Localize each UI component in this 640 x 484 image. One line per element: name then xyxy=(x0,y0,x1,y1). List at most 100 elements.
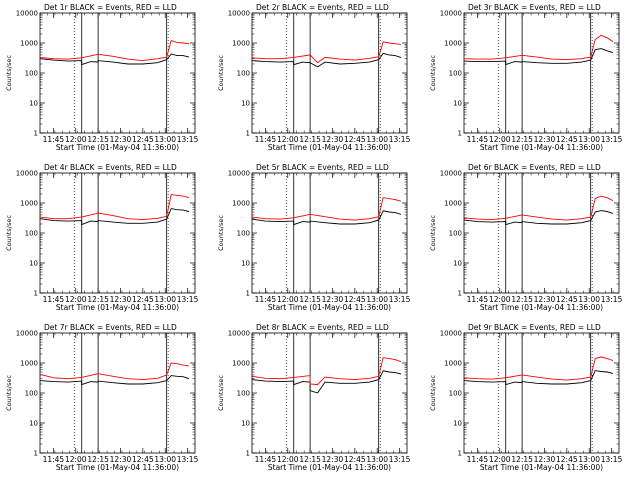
x-tick-label: 11:45 xyxy=(43,455,65,464)
y-tick-label: 100 xyxy=(237,390,250,398)
x-tick-label: 13:00 xyxy=(578,295,600,304)
events-series-line xyxy=(463,48,614,66)
y-tick-label: 100 xyxy=(25,390,38,398)
x-axis-label: Start Time (01-May-04 11:36:00) xyxy=(56,463,179,472)
x-tick-label: 12:00 xyxy=(277,455,299,464)
events-series-line xyxy=(39,208,190,226)
y-tick-label: 10000 xyxy=(228,10,250,18)
lld-series-line xyxy=(251,197,402,221)
x-tick-label: 12:15 xyxy=(299,135,321,144)
x-tick-label: 11:45 xyxy=(467,295,489,304)
x-tick-label: 12:45 xyxy=(556,455,578,464)
y-tick-label: 10 xyxy=(241,420,250,428)
y-tick-label: 10 xyxy=(29,260,38,268)
x-tick-label: 11:45 xyxy=(467,455,489,464)
x-tick-label: 13:00 xyxy=(154,455,176,464)
y-axis-label: Counts/sec xyxy=(429,55,437,91)
panel-title: Det 3r BLACK = Events, RED = LLD xyxy=(468,3,601,12)
x-axis-label: Start Time (01-May-04 11:36:00) xyxy=(268,463,391,472)
panel-title: Det 5r BLACK = Events, RED = LLD xyxy=(256,163,389,172)
events-series-line xyxy=(251,52,402,68)
x-tick-label: 13:00 xyxy=(366,295,388,304)
y-axis-label: Counts/sec xyxy=(429,375,437,411)
x-tick-label: 13:15 xyxy=(601,455,623,464)
x-tick-label: 12:00 xyxy=(277,295,299,304)
y-tick-label: 1 xyxy=(246,130,250,138)
lld-series-line xyxy=(39,40,190,62)
panel-title: Det 9r BLACK = Events, RED = LLD xyxy=(468,323,601,332)
x-tick-label: 13:15 xyxy=(177,455,199,464)
x-axis-label: Start Time (01-May-04 11:36:00) xyxy=(56,143,179,152)
y-axis-label: Counts/sec xyxy=(217,375,225,411)
x-tick-label: 12:30 xyxy=(534,295,556,304)
plot-frame xyxy=(463,172,620,294)
panel-det-9r: Det 9r BLACK = Events, RED = LLD 1 10 100 10… xyxy=(429,323,623,472)
y-axis-label: Counts/sec xyxy=(5,55,13,91)
lld-series-line xyxy=(251,41,402,64)
y-tick-label: 1000 xyxy=(232,360,250,368)
y-tick-label: 10000 xyxy=(228,170,250,178)
y-tick-label: 1 xyxy=(246,290,250,298)
plot-frame xyxy=(39,332,196,454)
y-tick-label: 1000 xyxy=(444,360,462,368)
plot-frame xyxy=(39,172,196,294)
y-tick-label: 10 xyxy=(29,420,38,428)
y-tick-label: 100 xyxy=(449,70,462,78)
x-axis-label: Start Time (01-May-04 11:36:00) xyxy=(480,303,603,312)
x-tick-label: 13:15 xyxy=(177,135,199,144)
x-axis-label: Start Time (01-May-04 11:36:00) xyxy=(268,303,391,312)
x-tick-label: 12:15 xyxy=(299,455,321,464)
y-tick-label: 1 xyxy=(246,450,250,458)
x-tick-label: 12:00 xyxy=(65,135,87,144)
y-tick-label: 100 xyxy=(449,230,462,238)
x-tick-label: 12:00 xyxy=(65,295,87,304)
panel-det-3r: Det 3r BLACK = Events, RED = LLD 1 10 100 10… xyxy=(429,3,623,152)
x-tick-label: 12:00 xyxy=(65,455,87,464)
x-tick-label: 12:00 xyxy=(489,135,511,144)
plot-frame xyxy=(463,12,620,134)
x-axis-label: Start Time (01-May-04 11:36:00) xyxy=(268,143,391,152)
x-tick-label: 13:00 xyxy=(154,135,176,144)
x-tick-label: 12:15 xyxy=(299,295,321,304)
x-tick-label: 11:45 xyxy=(43,295,65,304)
panel-det-7r: Det 7r BLACK = Events, RED = LLD 1 10 100 10… xyxy=(5,323,199,472)
x-axis-label: Start Time (01-May-04 11:36:00) xyxy=(56,303,179,312)
x-tick-label: 13:15 xyxy=(389,135,411,144)
y-tick-label: 1000 xyxy=(232,40,250,48)
x-tick-label: 12:15 xyxy=(511,455,533,464)
x-tick-label: 12:15 xyxy=(87,455,109,464)
y-tick-label: 1 xyxy=(458,290,462,298)
y-tick-label: 1000 xyxy=(444,40,462,48)
y-axis-label: Counts/sec xyxy=(5,215,13,251)
y-tick-label: 10 xyxy=(241,260,250,268)
y-tick-label: 1000 xyxy=(20,360,38,368)
y-tick-label: 100 xyxy=(237,230,250,238)
y-axis-label: Counts/sec xyxy=(217,55,225,91)
x-tick-label: 13:00 xyxy=(578,135,600,144)
x-tick-label: 12:45 xyxy=(132,135,154,144)
x-tick-label: 12:30 xyxy=(110,295,132,304)
y-tick-label: 1000 xyxy=(444,200,462,208)
x-tick-label: 12:00 xyxy=(489,295,511,304)
x-tick-label: 12:45 xyxy=(344,455,366,464)
x-tick-label: 13:15 xyxy=(601,295,623,304)
panel-title: Det 4r BLACK = Events, RED = LLD xyxy=(44,163,177,172)
lld-series-line xyxy=(463,356,614,381)
x-tick-label: 12:30 xyxy=(534,455,556,464)
lld-series-line xyxy=(463,195,614,221)
plot-frame xyxy=(463,332,620,454)
events-series-line xyxy=(251,370,402,394)
x-tick-label: 11:45 xyxy=(467,135,489,144)
events-series-line xyxy=(39,375,190,386)
panel-det-2r: Det 2r BLACK = Events, RED = LLD 1 10 100 10… xyxy=(217,3,411,152)
x-tick-label: 13:00 xyxy=(578,455,600,464)
y-tick-label: 10 xyxy=(241,100,250,108)
plot-frame xyxy=(251,172,408,294)
panel-title: Det 1r BLACK = Events, RED = LLD xyxy=(44,3,177,12)
y-tick-label: 1 xyxy=(34,450,38,458)
events-series-line xyxy=(251,210,402,226)
panel-title: Det 6r BLACK = Events, RED = LLD xyxy=(468,163,601,172)
y-tick-label: 10000 xyxy=(440,170,462,178)
x-tick-label: 13:15 xyxy=(389,295,411,304)
